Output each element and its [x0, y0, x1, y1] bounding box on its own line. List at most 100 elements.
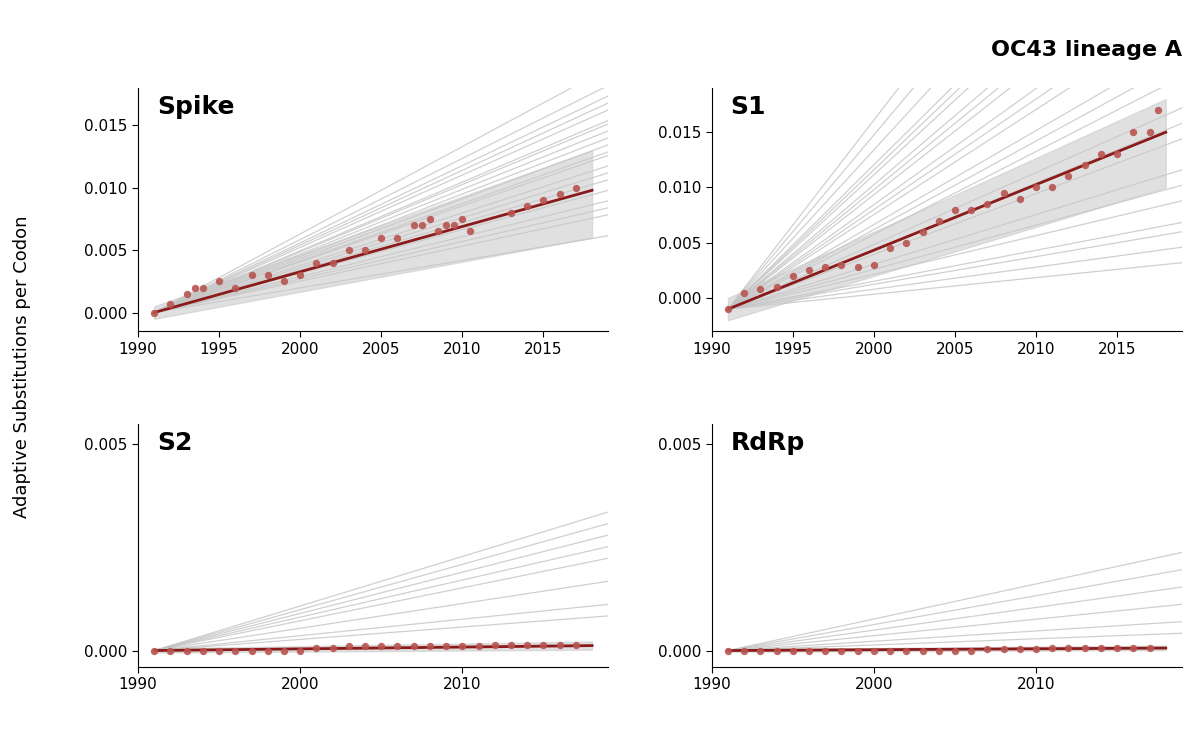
Point [355, 641, 374, 652]
Text: RdRp: RdRp [731, 431, 805, 455]
Point [881, 243, 900, 254]
Point [566, 639, 586, 651]
Point [784, 270, 803, 281]
Point [372, 232, 391, 243]
Point [258, 644, 277, 656]
Point [929, 215, 948, 226]
Point [1091, 149, 1110, 161]
Point [469, 640, 488, 652]
Point [178, 644, 197, 656]
Point [1058, 643, 1078, 655]
Point [566, 182, 586, 194]
Point [1010, 643, 1030, 655]
Point [1148, 104, 1168, 116]
Point [550, 639, 569, 651]
Point [161, 644, 180, 656]
Point [534, 639, 553, 651]
Point [1123, 642, 1142, 654]
Point [978, 198, 997, 210]
Point [961, 644, 980, 656]
Point [784, 644, 803, 656]
Point [961, 204, 980, 216]
Point [517, 639, 536, 651]
Point [896, 644, 916, 656]
Point [193, 644, 212, 656]
Point [145, 306, 164, 318]
Point [1140, 642, 1159, 654]
Text: S2: S2 [157, 431, 192, 455]
Point [452, 213, 472, 225]
Point [210, 276, 229, 287]
Point [1058, 171, 1078, 183]
Point [816, 261, 835, 273]
Point [275, 276, 294, 287]
Point [751, 644, 770, 656]
Point [428, 226, 448, 237]
Point [242, 644, 262, 656]
Point [1075, 643, 1094, 655]
Point [452, 640, 472, 652]
Point [485, 639, 504, 651]
Point [1123, 126, 1142, 138]
Point [226, 644, 245, 656]
Point [994, 187, 1013, 199]
Point [751, 284, 770, 295]
Point [1108, 642, 1127, 654]
Point [437, 640, 456, 652]
Point [461, 226, 480, 237]
Point [929, 644, 948, 656]
Point [534, 194, 553, 206]
Text: Spike: Spike [157, 95, 234, 119]
Point [420, 213, 439, 225]
Point [734, 644, 754, 656]
Point [1026, 643, 1045, 655]
Point [323, 643, 342, 655]
Point [242, 269, 262, 281]
Point [517, 201, 536, 213]
Point [161, 298, 180, 309]
Point [848, 261, 868, 273]
Point [734, 287, 754, 298]
Point [420, 640, 439, 652]
Point [816, 644, 835, 656]
Point [1010, 193, 1030, 205]
Point [210, 644, 229, 656]
Point [185, 281, 204, 293]
Point [1043, 643, 1062, 655]
Point [719, 644, 738, 656]
Point [193, 281, 212, 293]
Point [502, 639, 521, 651]
Point [1026, 182, 1045, 194]
Point [767, 281, 786, 293]
Point [355, 244, 374, 256]
Point [767, 644, 786, 656]
Point [340, 641, 359, 652]
Point [340, 244, 359, 256]
Point [799, 644, 818, 656]
Point [388, 232, 407, 243]
Point [832, 644, 851, 656]
Point [1075, 160, 1094, 172]
Point [275, 644, 294, 656]
Text: Adaptive Substitutions per Codon: Adaptive Substitutions per Codon [12, 216, 31, 517]
Point [1140, 126, 1159, 138]
Point [502, 207, 521, 218]
Point [913, 226, 932, 237]
Point [226, 281, 245, 293]
Point [913, 644, 932, 656]
Point [881, 644, 900, 656]
Point [290, 269, 310, 281]
Point [412, 219, 431, 231]
Point [994, 643, 1013, 655]
Point [404, 219, 424, 231]
Point [258, 269, 277, 281]
Point [437, 219, 456, 231]
Text: S1: S1 [731, 95, 766, 119]
Point [307, 257, 326, 268]
Text: OC43 lineage A: OC43 lineage A [991, 40, 1182, 60]
Point [1091, 643, 1110, 655]
Point [1108, 149, 1127, 161]
Point [323, 257, 342, 268]
Point [719, 303, 738, 315]
Point [445, 219, 464, 231]
